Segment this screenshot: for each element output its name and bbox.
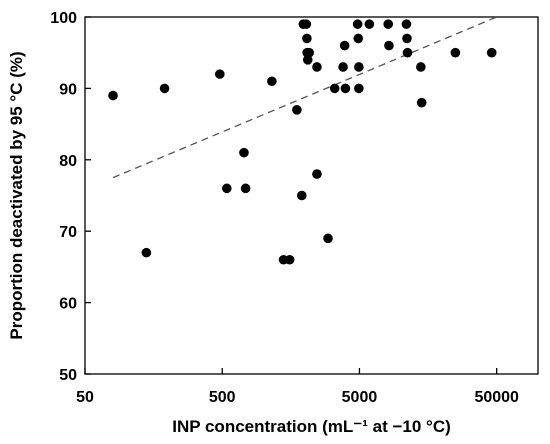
data-point bbox=[383, 19, 394, 29]
data-points bbox=[108, 19, 497, 265]
data-point bbox=[323, 233, 333, 244]
data-point bbox=[416, 97, 427, 108]
data-point bbox=[284, 254, 295, 265]
data-point bbox=[214, 69, 225, 79]
y-tick-label: 80 bbox=[59, 153, 77, 170]
data-point bbox=[267, 76, 277, 87]
trend-line bbox=[112, 16, 497, 179]
y-tick-label: 90 bbox=[59, 81, 77, 98]
x-tick-label: 50 bbox=[76, 389, 94, 406]
data-point bbox=[352, 19, 363, 29]
y-tick-label: 70 bbox=[59, 224, 77, 241]
data-point bbox=[329, 83, 340, 94]
data-point bbox=[108, 90, 118, 101]
data-point bbox=[339, 40, 350, 51]
data-point bbox=[450, 47, 461, 58]
x-tick-label: 50000 bbox=[474, 389, 519, 406]
data-point bbox=[402, 33, 412, 44]
data-point bbox=[353, 33, 364, 44]
data-point bbox=[296, 190, 307, 201]
data-point bbox=[401, 19, 412, 29]
plot-frame bbox=[84, 16, 539, 375]
y-axis-ticks: 50 60 70 80 90 100 bbox=[50, 10, 91, 384]
data-point bbox=[416, 62, 426, 72]
data-point bbox=[141, 247, 152, 258]
data-point bbox=[159, 83, 170, 94]
data-point bbox=[304, 47, 314, 58]
y-tick-label: 100 bbox=[50, 10, 77, 27]
data-point bbox=[338, 62, 348, 72]
data-point bbox=[354, 83, 364, 94]
y-tick-label: 50 bbox=[59, 367, 77, 384]
data-point bbox=[340, 83, 351, 94]
x-tick-label: 500 bbox=[209, 389, 236, 406]
data-point bbox=[384, 40, 394, 51]
x-axis-title: INP concentration (mL⁻¹ at −10 °C) bbox=[172, 417, 451, 436]
data-point bbox=[312, 62, 322, 72]
data-point bbox=[402, 47, 413, 58]
data-point bbox=[302, 33, 312, 44]
data-point bbox=[239, 147, 249, 158]
data-point bbox=[292, 105, 302, 115]
x-tick-label: 5000 bbox=[342, 389, 378, 406]
x-axis-ticks: 50 500 5000 50000 bbox=[76, 368, 519, 406]
data-point bbox=[240, 183, 251, 194]
data-point bbox=[486, 47, 497, 58]
data-point bbox=[302, 55, 313, 65]
data-point bbox=[222, 183, 232, 194]
data-point bbox=[354, 62, 364, 72]
data-point bbox=[312, 169, 322, 179]
y-axis-title: Proportion deactivated by 95 °C (%) bbox=[7, 51, 26, 339]
plot-area: 50 60 70 80 90 100 50 500 5000 50000 bbox=[50, 10, 539, 406]
data-point bbox=[301, 19, 312, 29]
y-tick-label: 60 bbox=[59, 296, 77, 313]
data-point bbox=[364, 19, 375, 29]
